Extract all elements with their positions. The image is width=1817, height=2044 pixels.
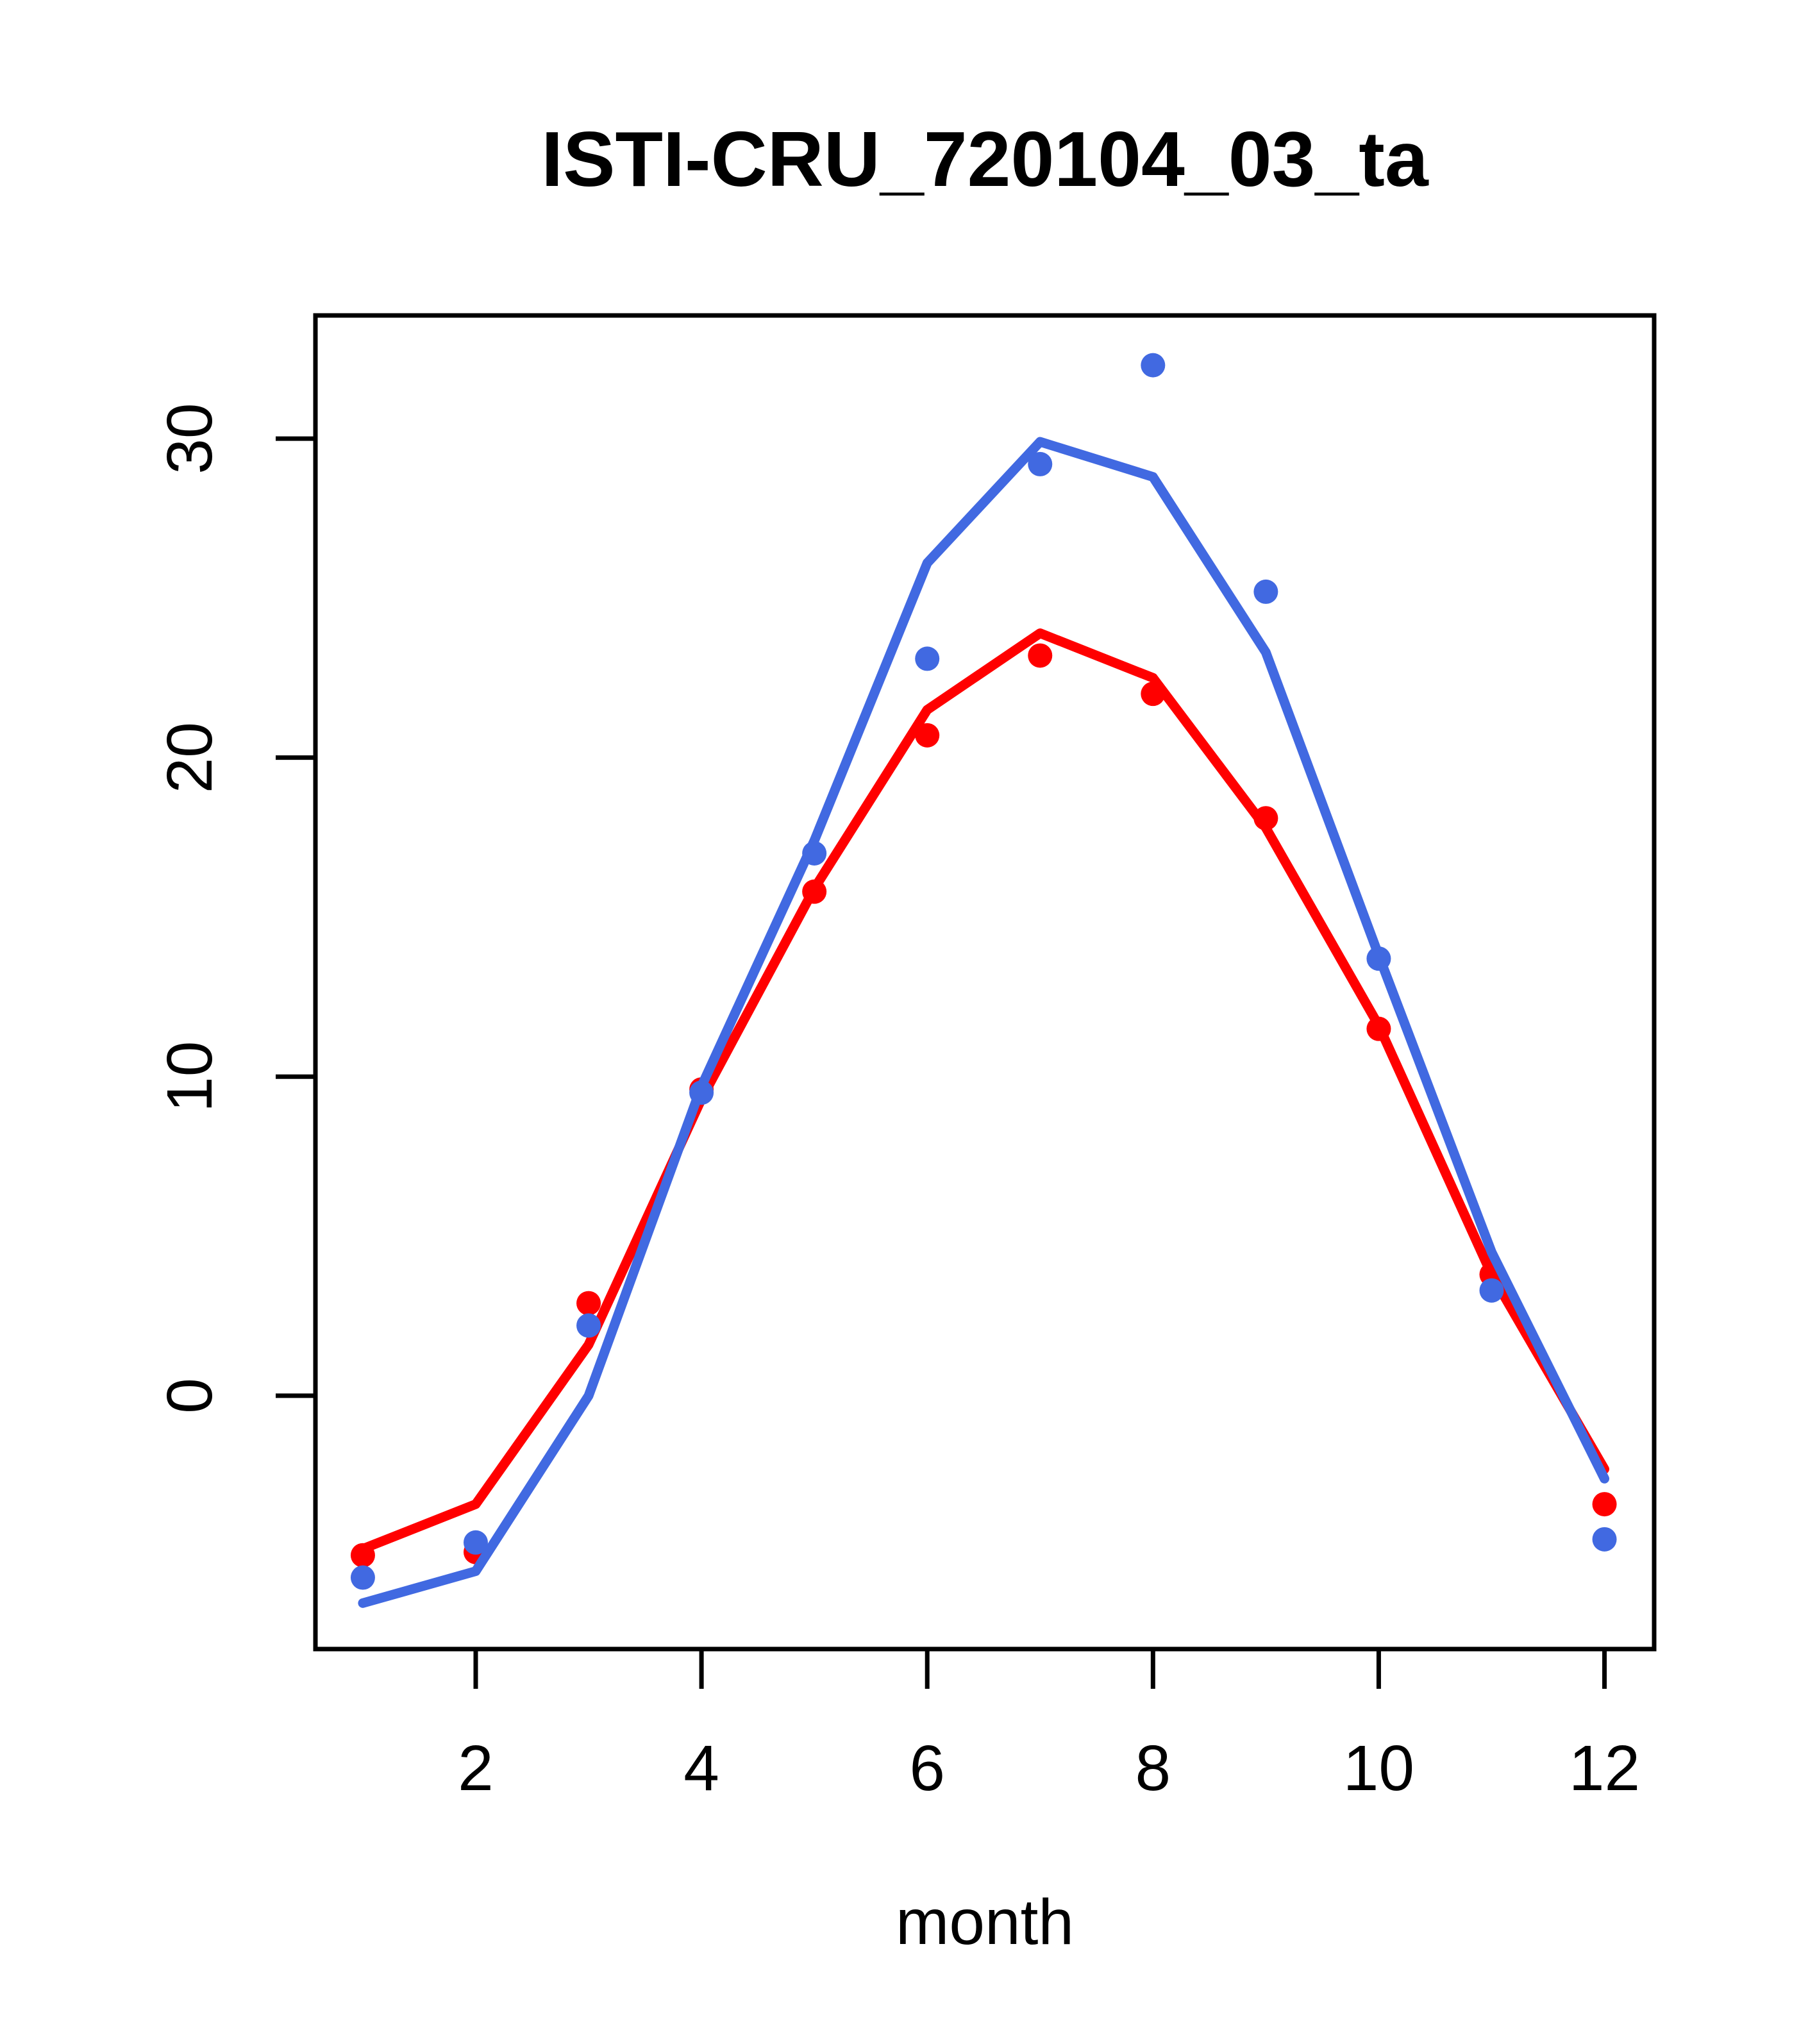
- x-tick-label: 8: [1135, 1732, 1171, 1804]
- red-line-series: [358, 628, 1610, 1554]
- x-tick-label: 6: [909, 1732, 945, 1804]
- blue-point: [1479, 1278, 1504, 1303]
- red-point: [1028, 643, 1053, 668]
- y-tick-label: 10: [154, 1041, 226, 1112]
- x-tick-label: 12: [1569, 1732, 1640, 1804]
- x-tick-label: 2: [458, 1732, 494, 1804]
- red-point: [802, 879, 827, 904]
- blue-point: [1253, 579, 1278, 604]
- blue-line-series: [358, 437, 1610, 1608]
- chart-title: ISTI-CRU_720104_03_ta: [541, 115, 1429, 203]
- blue-point: [1141, 353, 1166, 378]
- blue-point: [1366, 946, 1391, 971]
- plot-area: 2 4 6 8 10 12 0 10 20 30: [154, 313, 1657, 1804]
- y-tick-label: 20: [154, 722, 226, 793]
- red-point: [1141, 682, 1166, 707]
- blue-point: [689, 1080, 714, 1105]
- blue-point: [1028, 451, 1053, 476]
- plot-box: [313, 313, 1657, 1652]
- blue-point: [576, 1313, 601, 1338]
- red-point: [1253, 806, 1278, 831]
- y-tick-label: 30: [154, 403, 226, 474]
- red-point: [1366, 1016, 1391, 1041]
- blue-point: [1592, 1527, 1617, 1552]
- red-point: [576, 1291, 601, 1316]
- red-point: [1592, 1492, 1617, 1517]
- x-axis-label: month: [896, 1886, 1074, 1958]
- red-point: [915, 723, 940, 748]
- x-tick-label: 4: [683, 1732, 719, 1804]
- blue-point: [915, 646, 940, 671]
- y-tick-label: 0: [154, 1378, 226, 1414]
- x-tick-label: 10: [1343, 1732, 1414, 1804]
- blue-point: [463, 1530, 488, 1555]
- blue-point: [802, 841, 827, 866]
- blue-point: [350, 1565, 375, 1590]
- red-point: [350, 1543, 375, 1568]
